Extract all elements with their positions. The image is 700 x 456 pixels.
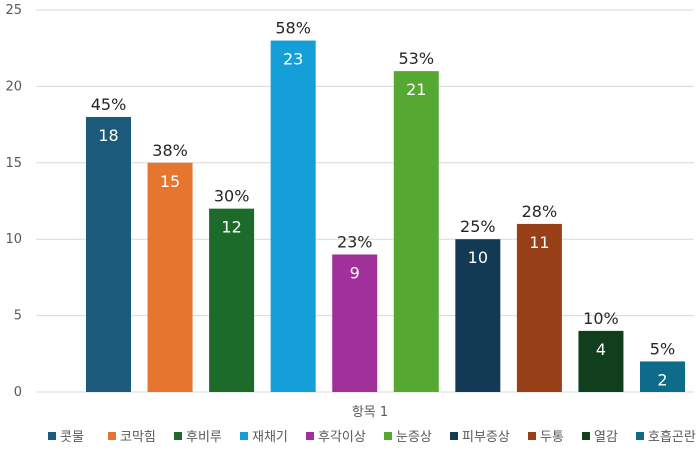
y-tick-label: 10 <box>5 232 22 247</box>
legend-swatch <box>174 432 182 440</box>
legend-item: 호흡곤란 <box>636 430 696 445</box>
legend-label: 피부증상 <box>462 430 510 445</box>
legend-swatch <box>636 432 644 440</box>
legend-label: 열감 <box>594 430 618 445</box>
legend-item: 후각이상 <box>306 430 366 445</box>
legend-swatch <box>306 432 314 440</box>
bar-value-label: 21 <box>406 80 426 99</box>
bar-percent-label: 28% <box>522 202 558 221</box>
bar-value-label: 2 <box>657 370 667 389</box>
bar-value-label: 10 <box>468 248 488 267</box>
legend-label: 두통 <box>540 430 564 445</box>
legend-swatch <box>528 432 536 440</box>
bar-percent-label: 45% <box>91 95 127 114</box>
legend-swatch <box>108 432 116 440</box>
data-labels: 1845%1538%1230%2358%923%2153%1025%1128%4… <box>91 19 675 390</box>
legend-swatch <box>582 432 590 440</box>
bar-value-label: 4 <box>596 340 606 359</box>
bar-percent-label: 58% <box>275 19 311 38</box>
y-tick-label: 25 <box>5 3 22 18</box>
legend-swatch <box>384 432 392 440</box>
bar-3 <box>209 208 255 392</box>
bar-value-label: 23 <box>283 50 303 69</box>
y-tick-label: 5 <box>14 309 22 324</box>
bar-percent-label: 25% <box>460 217 496 236</box>
legend-item: 재채기 <box>240 430 288 445</box>
legend-label: 코막힘 <box>120 430 156 445</box>
bar-percent-label: 23% <box>337 232 373 251</box>
legend-item: 눈증상 <box>384 430 432 445</box>
legend-label: 후비루 <box>186 430 222 445</box>
y-tick-label: 0 <box>14 385 22 400</box>
legend-item: 후비루 <box>174 430 222 445</box>
bar-percent-label: 5% <box>650 339 675 358</box>
bar-1 <box>86 116 131 393</box>
legend-item: 코막힘 <box>108 430 156 445</box>
legend-item: 피부증상 <box>450 430 510 445</box>
bar-percent-label: 30% <box>214 187 250 206</box>
bar-percent-label: 38% <box>152 141 188 160</box>
legend-swatch <box>48 432 56 440</box>
legend-label: 호흡곤란 <box>648 430 696 445</box>
bar-5 <box>332 254 378 392</box>
bar-value-label: 18 <box>98 126 118 145</box>
legend-swatch <box>450 432 458 440</box>
bar-2 <box>147 162 193 392</box>
bar-value-label: 9 <box>350 263 360 282</box>
legend-label: 콧물 <box>60 430 84 445</box>
bars <box>86 40 685 393</box>
bar-4 <box>270 40 316 393</box>
legend: 콧물 코막힘 후비루 재채기 후각이상 눈증상 피부증상 두통 열감 호흡곤란 <box>48 430 696 445</box>
legend-label: 재채기 <box>252 430 288 445</box>
bar-9 <box>578 330 624 392</box>
legend-swatch <box>240 432 248 440</box>
bar-6 <box>393 71 439 393</box>
y-axis-tick-labels: 0 5 10 15 20 25 <box>5 3 22 400</box>
legend-label: 후각이상 <box>318 430 366 445</box>
bar-7 <box>455 239 501 392</box>
legend-item: 두통 <box>528 430 564 445</box>
bar-10 <box>640 361 685 392</box>
bar-8 <box>516 223 562 392</box>
bar-value-label: 12 <box>221 218 241 237</box>
y-tick-label: 15 <box>5 156 22 171</box>
bar-percent-label: 10% <box>583 309 619 328</box>
legend-item: 콧물 <box>48 430 84 445</box>
legend-label: 눈증상 <box>396 430 432 445</box>
legend-item: 열감 <box>582 430 618 445</box>
bar-value-label: 11 <box>529 233 549 252</box>
bar-value-label: 15 <box>160 172 180 191</box>
y-tick-label: 20 <box>5 79 22 94</box>
bar-percent-label: 53% <box>398 49 434 68</box>
x-category-label: 항목 1 <box>352 405 388 420</box>
